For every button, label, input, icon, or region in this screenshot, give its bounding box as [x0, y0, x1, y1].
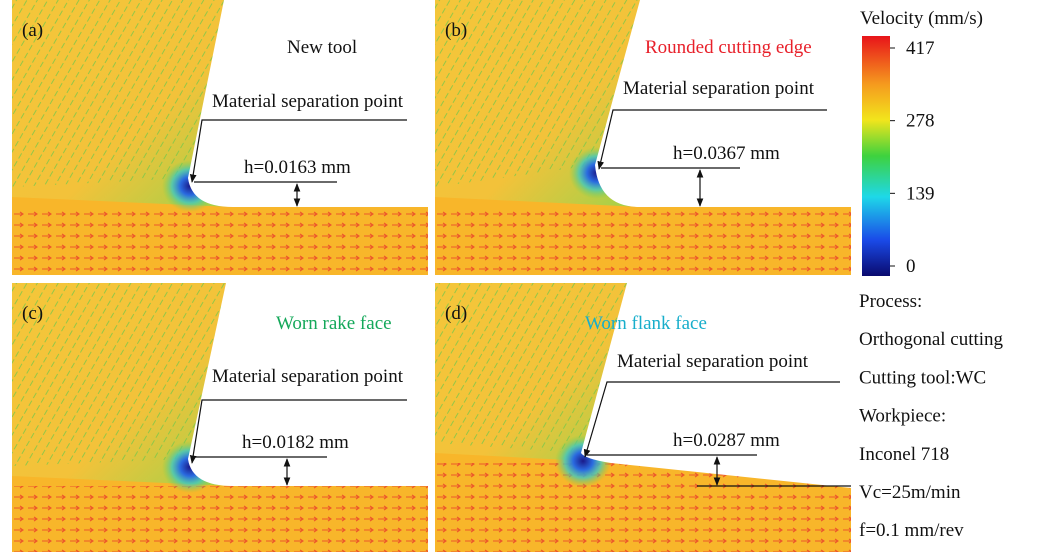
panel-label: (c): [22, 303, 43, 324]
height-label: h=0.0287 mm: [673, 430, 780, 451]
annotation: Material separation point: [617, 351, 809, 372]
cutting-tool: [581, 283, 851, 488]
panel-title: Worn rake face: [276, 313, 392, 334]
panel: (d) Worn flank face Material separation po…: [435, 283, 851, 552]
cutting-tool: [595, 0, 851, 207]
panel-title: New tool: [287, 37, 357, 58]
height-label: h=0.0182 mm: [242, 432, 349, 453]
flow-arrows: [12, 486, 428, 552]
leader: [597, 109, 827, 170]
process-line: Vc=25m/min: [859, 482, 961, 503]
process-line: f=0.1 mm/rev: [859, 520, 964, 541]
chip-texture: [12, 0, 224, 187]
panel: (c) Worn rake face Material separation poi…: [12, 283, 428, 552]
panel: (b) Rounded cutting edge Material separati…: [435, 0, 851, 275]
chip-texture: [12, 283, 226, 466]
chip-texture: [435, 0, 640, 187]
colorbar-tick-label: 0: [906, 256, 916, 277]
process-line: Cutting tool:WC: [859, 367, 986, 388]
annotation: Material separation point: [212, 91, 404, 112]
flow-arrows: [435, 207, 851, 275]
cutting-tool: [188, 0, 428, 207]
colorbar-tick-label: 417: [906, 38, 935, 59]
panel-label: (b): [445, 20, 467, 41]
leader: [189, 119, 407, 183]
cutting-tool: [188, 283, 428, 486]
height-label: h=0.0163 mm: [244, 157, 351, 178]
panel: (a) New tool Material separation point h=0.…: [12, 0, 428, 275]
flow-arrows: [12, 207, 428, 275]
annotation: Material separation point: [212, 366, 404, 387]
annotation: Material separation point: [623, 78, 815, 99]
process-line: Workpiece:: [859, 406, 946, 427]
leader: [189, 399, 407, 464]
panel-title: Worn flank face: [585, 313, 707, 334]
process-line: Inconel 718: [859, 444, 949, 465]
colorbar: [862, 36, 890, 276]
chip-texture: [435, 283, 627, 453]
panel-label: (d): [445, 303, 467, 324]
panel-title: Rounded cutting edge: [645, 37, 812, 58]
colorbar-title: Velocity (mm/s): [860, 8, 983, 29]
panel-label: (a): [22, 20, 43, 41]
colorbar-tick-label: 139: [906, 183, 935, 204]
leader: [583, 381, 840, 458]
height-label: h=0.0367 mm: [673, 143, 780, 164]
process-line: Orthogonal cutting: [859, 329, 1004, 350]
colorbar-tick-label: 278: [906, 111, 935, 132]
process-line: Process:: [859, 291, 922, 312]
